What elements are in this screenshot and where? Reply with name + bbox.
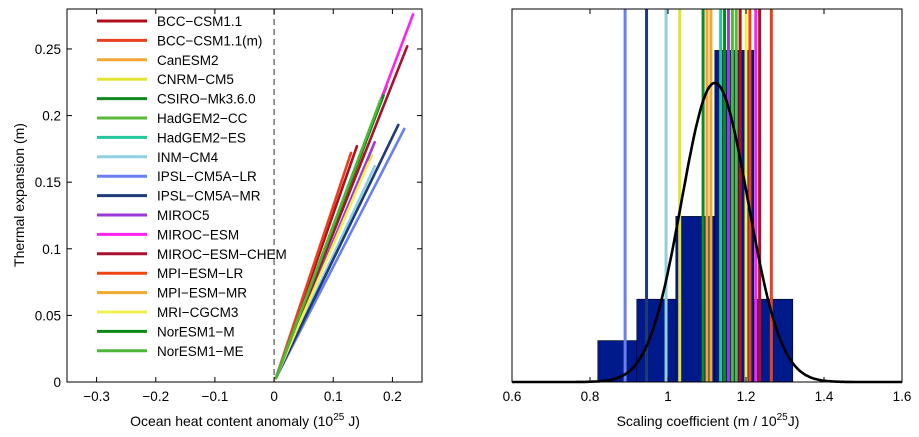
right-x-ticks: 0.6 0.8 1 1.2 1.4 1.6: [503, 9, 912, 404]
x-tick-label: 1.2: [737, 389, 756, 404]
legend-label: CSIRO−Mk3.6.0: [157, 92, 256, 107]
legend-label: MIROC−ESM: [157, 227, 239, 242]
legend-label: HadGEM2−ES: [157, 130, 246, 145]
x-tick-label: 0.8: [581, 389, 600, 404]
y-tick-label: 0: [53, 375, 61, 390]
y-tick-label: 0.05: [35, 308, 61, 323]
histogram-bar: [675, 216, 716, 383]
left-x-axis-label-sup: 25: [333, 412, 345, 423]
y-tick-label: 0.1: [42, 242, 61, 257]
legend-label: MIROC−ESM−CHEM: [157, 247, 287, 262]
y-tick-label: 0.25: [35, 42, 61, 57]
left-x-axis-label: Ocean heat content anomaly (1025 J): [130, 412, 360, 429]
x-tick-label: −0.3: [83, 389, 110, 404]
histogram-bar: [636, 298, 677, 383]
right-x-axis-label-sup: 25: [777, 412, 789, 423]
series-line: [274, 151, 353, 380]
legend-label: HadGEM2−CC: [157, 111, 248, 126]
legend-label: NorESM1−ME: [157, 344, 244, 359]
right-x-axis-label: Scaling coefficient (m / 1025J): [617, 412, 800, 429]
left-y-ticks: 0 0.05 0.1 0.15 0.2 0.25: [35, 42, 422, 390]
x-tick-label: 0.2: [383, 389, 402, 404]
x-tick-label: 0.6: [503, 389, 522, 404]
series-line: [274, 123, 400, 380]
left-x-axis-label-end: J): [344, 413, 360, 429]
legend-label: MPI−ESM−MR: [157, 286, 247, 301]
legend-label: IPSL−CM5A−MR: [157, 189, 261, 204]
legend-label: BCC−CSM1.1: [157, 14, 242, 29]
x-tick-label: 0.1: [324, 389, 343, 404]
series-line: [274, 160, 371, 380]
legend-label: MPI−ESM−LR: [157, 266, 244, 281]
right-axes-box: [511, 8, 903, 383]
left-panel: −0.3 −0.2 −0.1 0 0.1 0.2 00.050.10.150.20.25 …: [11, 8, 423, 429]
y-tick-label: 0.2: [42, 109, 61, 124]
series-line: [274, 98, 382, 380]
x-tick-label: −0.1: [202, 389, 229, 404]
x-tick-label: 0: [270, 389, 278, 404]
right-x-axis-label-end: J): [788, 413, 800, 429]
legend-label: CNRM−CM5: [157, 72, 234, 87]
histogram-bar: [597, 340, 638, 383]
right-panel: 0.6 0.8 1 1.2 1.4 1.6 Scaling coefficient (m …: [503, 8, 912, 429]
legend-label: MIROC5: [157, 208, 210, 223]
left-x-ticks: −0.3 −0.2 −0.1 0 0.1 0.2: [83, 9, 402, 404]
x-tick-label: 1.4: [815, 389, 834, 404]
legend-label: NorESM1−M: [157, 324, 235, 339]
model-coefficient-lines: [623, 9, 773, 382]
legend: BCC−CSM1.1 BCC−CSM1.1(m) CanESM2 CNRM−CM5 CS…: [97, 14, 287, 359]
legend-label: IPSL−CM5A−LR: [157, 169, 257, 184]
left-axes-box: [66, 8, 423, 383]
left-y-axis-label: Thermal expansion (m): [11, 123, 27, 267]
x-tick-label: −0.2: [142, 389, 169, 404]
y-tick-label: 0.15: [35, 175, 61, 190]
x-tick-label: 1.6: [893, 389, 912, 404]
x-tick-label: 1: [664, 389, 672, 404]
legend-label: BCC−CSM1.1(m): [157, 33, 262, 48]
left-series-lines: [274, 13, 415, 380]
legend-label: MRI−CGCM3: [157, 305, 238, 320]
legend-label: INM−CM4: [157, 150, 219, 165]
legend-label: CanESM2: [157, 53, 219, 68]
